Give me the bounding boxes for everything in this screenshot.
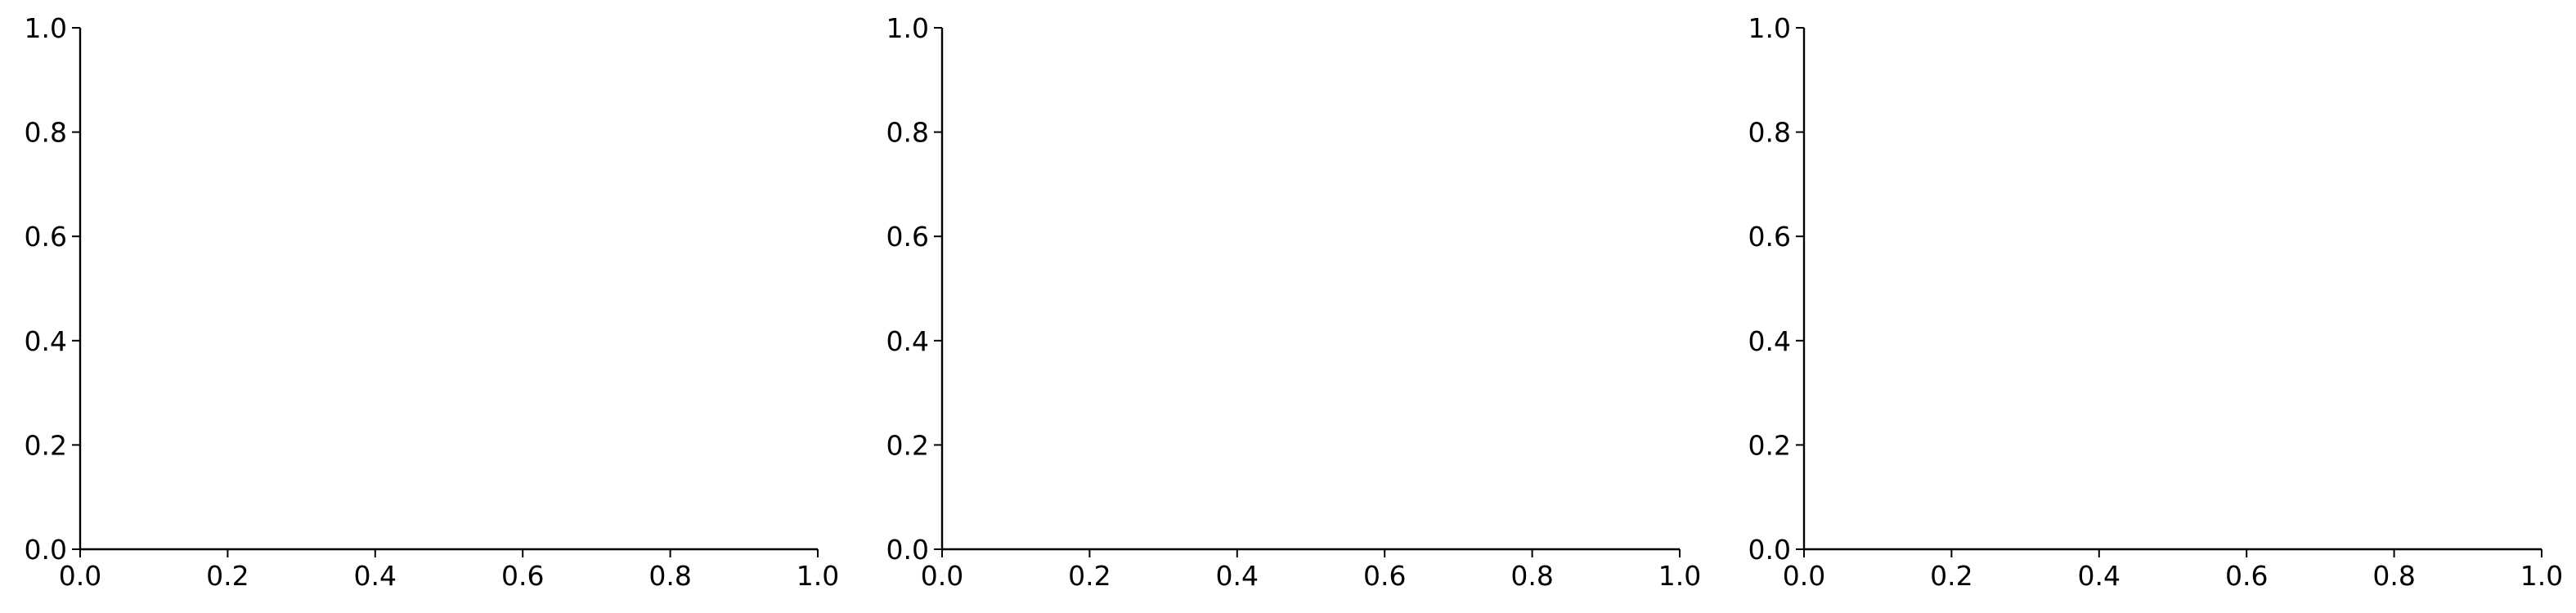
x-tick-label: 0.2 bbox=[1068, 560, 1111, 592]
y-tick-label: 0.6 bbox=[1748, 221, 1791, 253]
y-tick-label: 1.0 bbox=[25, 12, 67, 44]
x-tick-label: 0.8 bbox=[2372, 560, 2415, 592]
subplot-1: 0.0 0.2 0.4 0.6 0.8 1.0 0.0 0.2 0.4 0.6 0.8 1.0 bbox=[25, 12, 840, 592]
x-tick-label: 0.0 bbox=[1783, 560, 1825, 592]
x-tick-label: 0.6 bbox=[1363, 560, 1406, 592]
y-tick-label: 1.0 bbox=[886, 12, 929, 44]
y-tick-label: 0.4 bbox=[886, 325, 929, 357]
y-tick-label: 0.8 bbox=[1748, 117, 1791, 149]
y-tick-label: 0.4 bbox=[25, 325, 67, 357]
y-tick-label: 0.8 bbox=[25, 117, 67, 149]
x-tick-label: 0.0 bbox=[59, 560, 101, 592]
x-tick-label: 1.0 bbox=[2520, 560, 2563, 592]
x-tick-label: 1.0 bbox=[797, 560, 839, 592]
y-tick-label: 0.2 bbox=[1748, 429, 1791, 461]
x-tick-label: 0.0 bbox=[921, 560, 963, 592]
subplot-2: 0.0 0.2 0.4 0.6 0.8 1.0 0.0 0.2 0.4 0.6 0.8 1.0 bbox=[886, 12, 1702, 592]
x-tick-label: 0.6 bbox=[2225, 560, 2268, 592]
x-tick-label: 0.4 bbox=[1216, 560, 1259, 592]
x-tick-label: 0.6 bbox=[501, 560, 544, 592]
y-tick-label: 0.6 bbox=[25, 221, 67, 253]
y-tick-label: 0.2 bbox=[25, 429, 67, 461]
y-tick-label: 0.0 bbox=[886, 534, 929, 566]
x-tick-label: 0.2 bbox=[206, 560, 249, 592]
x-tick-label: 0.2 bbox=[1930, 560, 1972, 592]
y-tick-label: 0.0 bbox=[1748, 534, 1791, 566]
x-tick-label: 0.8 bbox=[648, 560, 691, 592]
y-tick-label: 0.2 bbox=[886, 429, 929, 461]
y-tick-label: 0.8 bbox=[886, 117, 929, 149]
y-tick-label: 0.0 bbox=[25, 534, 67, 566]
y-tick-label: 1.0 bbox=[1748, 12, 1791, 44]
x-tick-label: 0.4 bbox=[354, 560, 397, 592]
subplot-3: 0.0 0.2 0.4 0.6 0.8 1.0 0.0 0.2 0.4 0.6 0.8 1.0 bbox=[1748, 12, 2564, 592]
x-tick-label: 0.4 bbox=[2078, 560, 2120, 592]
y-tick-label: 0.4 bbox=[1748, 325, 1791, 357]
x-tick-label: 0.8 bbox=[1510, 560, 1553, 592]
y-tick-label: 0.6 bbox=[886, 221, 929, 253]
x-tick-label: 1.0 bbox=[1658, 560, 1701, 592]
